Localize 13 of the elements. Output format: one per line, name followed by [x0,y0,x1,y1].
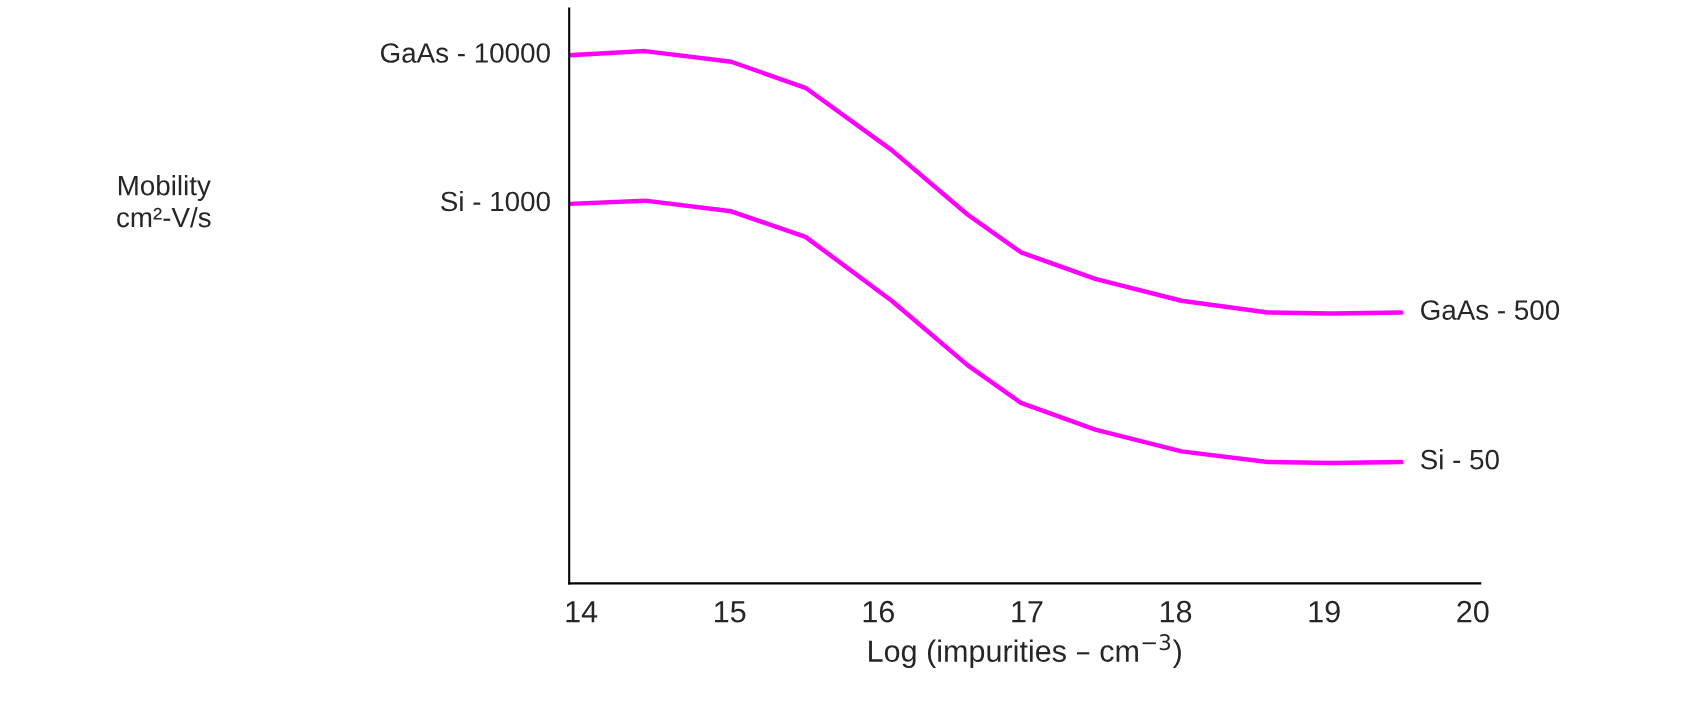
x-tick-label: 14 [566,601,598,623]
x-tick-label: 19 [1309,600,1340,623]
annotation: GaAs - 500 [1421,300,1560,320]
x-tick-label: 15 [715,601,746,623]
annotation: Si - 50 [1420,449,1499,470]
text: Si - 1000 [441,190,550,212]
text: Mobility cm²-V/s [117,175,211,228]
text: GaAs - 10000 [380,43,550,63]
x-axis-title: Log (impurities – cm$^{−3}$) [869,634,1181,669]
x-tick-label: 18 [1160,600,1192,623]
x-tick-label: 17 [1012,601,1043,623]
x-tick-label: 16 [863,600,894,623]
x-tick-label: 20 [1457,600,1489,623]
